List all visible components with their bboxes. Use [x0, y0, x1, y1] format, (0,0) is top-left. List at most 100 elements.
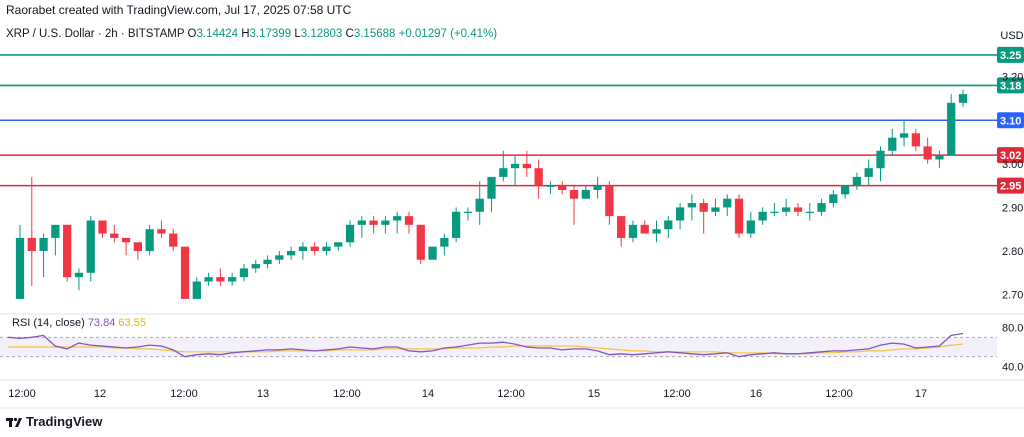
candle-body [664, 220, 673, 230]
candle-body [86, 220, 95, 273]
time-tick-label: 12 [94, 388, 106, 400]
candle-body [711, 207, 720, 212]
price-tick-label: 2.90 [1002, 202, 1023, 214]
candle-body [758, 211, 767, 221]
level-tag-label: 3.18 [1000, 80, 1021, 92]
candle-body [829, 194, 838, 204]
brand[interactable]: TradingView [6, 414, 102, 429]
candle-body [416, 224, 425, 260]
high-value: 3.17399 [249, 28, 292, 40]
rsi-value: 73.84 [87, 317, 116, 329]
level-tag-label: 3.10 [1000, 115, 1021, 127]
time-axis[interactable]: 12:00 12 12:00 13 12:00 14 12:00 15 12:00 16 12:00… [8, 388, 927, 400]
candle-body [687, 203, 697, 208]
level-tag [997, 177, 1024, 194]
candle-body [204, 277, 213, 282]
candle-body [593, 185, 602, 190]
candle-body [121, 237, 131, 243]
candle-body [452, 211, 461, 238]
candle-body [15, 237, 25, 299]
candle-body [923, 146, 932, 160]
candle-body [51, 224, 60, 238]
close-label: C [345, 28, 354, 40]
candle-body [947, 102, 956, 156]
candle-body [723, 198, 732, 208]
time-tick-label: 12:00 [333, 388, 361, 400]
candle-body [734, 198, 744, 234]
level-tag [997, 46, 1024, 63]
change-value: +0.01297 (+0.41%) [398, 28, 498, 40]
candle-body [558, 185, 567, 190]
candle-body [463, 211, 473, 213]
time-tick-label: 12:00 [663, 388, 691, 400]
rsi-lines [7, 332, 964, 358]
candle-body [546, 185, 555, 187]
candle-body [888, 137, 897, 151]
open-label: O [187, 28, 197, 40]
candle-body [840, 185, 850, 195]
candle-body [793, 207, 803, 212]
candle-body [39, 237, 48, 251]
time-tick-label: 12:00 [8, 388, 36, 400]
rsi-tick-label: 40.00 [1002, 361, 1024, 373]
candle-body [605, 185, 614, 217]
candle-body [428, 246, 437, 260]
low-label: L [294, 28, 301, 40]
candle-body [275, 255, 284, 260]
candle-body [746, 220, 755, 234]
candle-body [74, 272, 84, 278]
candle-body [110, 233, 119, 238]
rsi-line [7, 332, 964, 358]
candle-body [911, 133, 920, 147]
rsi-title[interactable]: RSI (14, close) [12, 317, 85, 329]
rsi-legend: RSI (14, close) 73.84 63.55 [12, 317, 146, 329]
candle-body [63, 224, 72, 278]
time-tick-label: 17 [915, 388, 927, 400]
price-axis[interactable]: USD 2.70 2.80 2.90 3.00 3.20 80.00 40.00 [1000, 30, 1024, 373]
time-tick-label: 15 [588, 388, 600, 400]
candle-body [263, 259, 272, 265]
candle-body [864, 168, 873, 177]
horizontal-lines[interactable]: 3.25 3.18 3.10 3.02 2.95 [0, 46, 1024, 194]
time-tick-label: 12:00 [825, 388, 853, 400]
candle-body [628, 224, 638, 238]
candle-body [782, 207, 791, 212]
symbol-name[interactable]: XRP / U.S. Dollar · 2h · BITSTAMP [6, 28, 185, 40]
candle-body [369, 220, 378, 225]
low-value: 3.12803 [300, 28, 343, 40]
price-tick-label: 2.70 [1002, 290, 1023, 302]
candle-body [522, 163, 531, 169]
candle-body [381, 220, 390, 225]
level-tag [997, 147, 1024, 164]
level-tag [997, 112, 1024, 129]
currency-label: USD [1000, 30, 1023, 42]
symbol-legend: XRP / U.S. Dollar · 2h · BITSTAMP O3.144… [6, 28, 497, 40]
candle-body [699, 203, 708, 212]
candle-body [510, 163, 520, 169]
candle-body [310, 246, 319, 251]
candle-body [899, 133, 909, 138]
candle-body [145, 229, 154, 251]
close-value: 3.15688 [353, 28, 396, 40]
candle-body [852, 176, 862, 186]
price-tick-label: 3.00 [1002, 159, 1023, 171]
candle-body [334, 242, 343, 247]
candle-body [675, 207, 685, 221]
time-tick-label: 12:00 [497, 388, 525, 400]
candle-body [192, 281, 201, 299]
rsi-ma-value: 63.55 [118, 317, 146, 329]
level-tag [997, 77, 1024, 94]
header-attribution: Raorabet created with TradingView.com, J… [6, 3, 352, 17]
candle-body [475, 198, 484, 212]
candle-body [345, 224, 355, 243]
time-tick-label: 12:00 [170, 388, 198, 400]
candle-body [958, 94, 968, 103]
candle-body [652, 229, 661, 234]
candle-body [239, 268, 249, 278]
candle-body [487, 176, 496, 199]
price-tick-label: 2.80 [1002, 246, 1023, 258]
candle-body [404, 216, 414, 225]
candle-body [157, 229, 166, 234]
tradingview-logo-icon [6, 417, 22, 427]
